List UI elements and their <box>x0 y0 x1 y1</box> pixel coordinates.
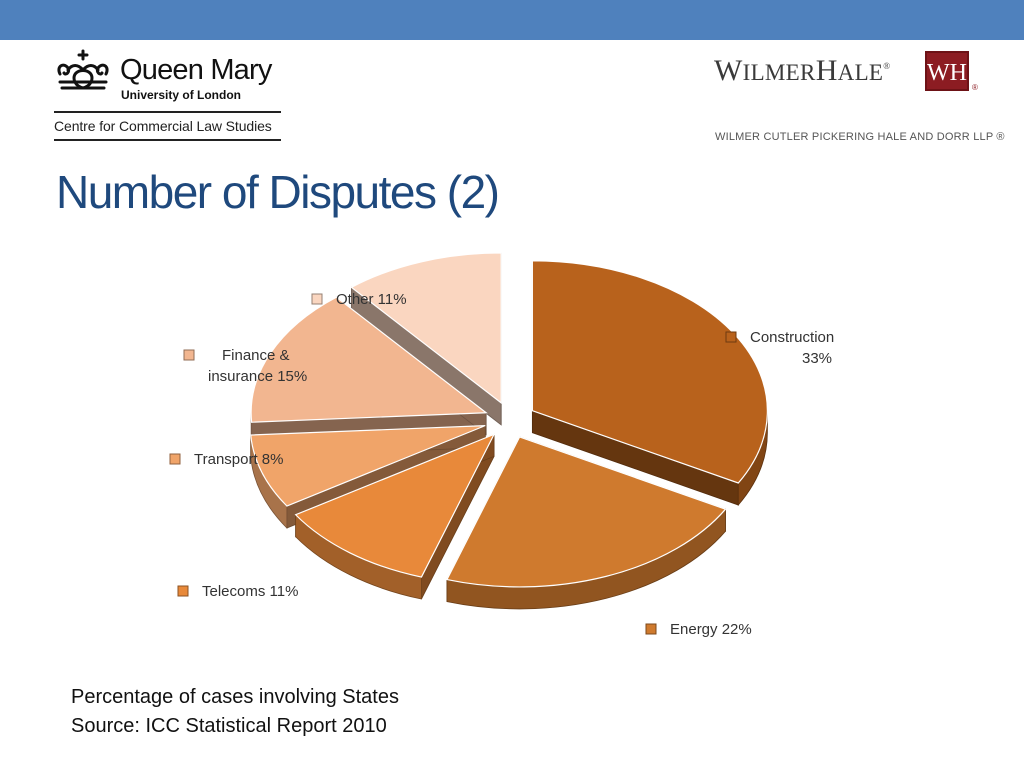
caption-line: Source: ICC Statistical Report 2010 <box>71 715 387 737</box>
data-label-line: insurance 15% <box>208 368 307 385</box>
data-label-line: Telecoms 11% <box>202 583 298 600</box>
data-label-line: Other 11% <box>336 291 407 308</box>
pie-slices <box>250 252 768 610</box>
logo-divider <box>54 139 281 141</box>
pie-slice-top <box>250 425 486 507</box>
data-label-text: Finance & insurance 15% <box>208 347 307 385</box>
data-label-transport: Transport 8% <box>169 451 283 468</box>
legend-swatch <box>725 331 737 343</box>
data-label-line: Construction <box>750 329 834 346</box>
legend-swatch <box>645 623 657 635</box>
data-label-text: Telecoms 11% <box>202 583 298 600</box>
pie-slice-top <box>350 252 502 405</box>
data-label-energy: Energy 22% <box>645 621 752 638</box>
data-label-line: Transport 8% <box>194 451 283 468</box>
legend-swatch <box>169 453 181 465</box>
pie-slice-top <box>250 296 488 423</box>
pie-chart: Construction 33% Energy 22% Telecoms 11% Tra… <box>169 252 834 638</box>
pie-slice-top <box>446 436 727 588</box>
firm-mark-icon: WH <box>925 51 969 91</box>
data-label-line: Finance & <box>222 347 290 364</box>
centre-name: Centre for Commercial Law Studies <box>54 118 272 134</box>
pie-slice-top <box>531 260 768 484</box>
data-label-construction: Construction 33% <box>725 329 834 367</box>
pie-slice-construction <box>531 260 768 507</box>
data-label-text: Energy 22% <box>670 621 752 638</box>
data-label-telecoms: Telecoms 11% <box>177 583 298 600</box>
data-label-line: 33% <box>802 350 832 367</box>
firm-subtitle: WILMER CUTLER PICKERING HALE AND DORR LL… <box>715 131 1005 143</box>
pie-slice-top <box>294 433 496 578</box>
data-label-text: Transport 8% <box>194 451 283 468</box>
legend-swatch <box>177 585 189 597</box>
pie-slice-finance-insurance <box>250 296 488 445</box>
data-label-finance-insurance: Finance & insurance 15% <box>183 347 307 385</box>
data-labels: Construction 33% Energy 22% Telecoms 11% Tra… <box>169 291 834 638</box>
caption-line: Percentage of cases involving States <box>71 686 399 708</box>
data-label-line: Energy 22% <box>670 621 752 638</box>
firm-name: WILMERHALE® <box>714 54 891 87</box>
queen-mary-logo: Queen Mary University of London Centre f… <box>54 48 282 142</box>
data-label-text: Construction 33% <box>750 329 834 367</box>
data-label-other: Other 11% <box>311 291 407 308</box>
logo-divider <box>54 111 281 113</box>
pie-slice-energy <box>446 436 727 610</box>
institution-name: Queen Mary <box>120 54 272 86</box>
legend-swatch <box>311 293 323 305</box>
registered-mark: ® <box>972 83 978 92</box>
legend-swatch <box>183 349 195 361</box>
pie-slice-telecoms <box>294 433 496 600</box>
top-accent-bar <box>0 0 1024 40</box>
institution-subtitle: University of London <box>121 88 241 102</box>
data-label-text: Other 11% <box>336 291 407 308</box>
chart-caption: Percentage of cases involving States Sou… <box>71 683 399 741</box>
page-title: Number of Disputes (2) <box>56 166 500 218</box>
crown-icon <box>57 49 109 90</box>
